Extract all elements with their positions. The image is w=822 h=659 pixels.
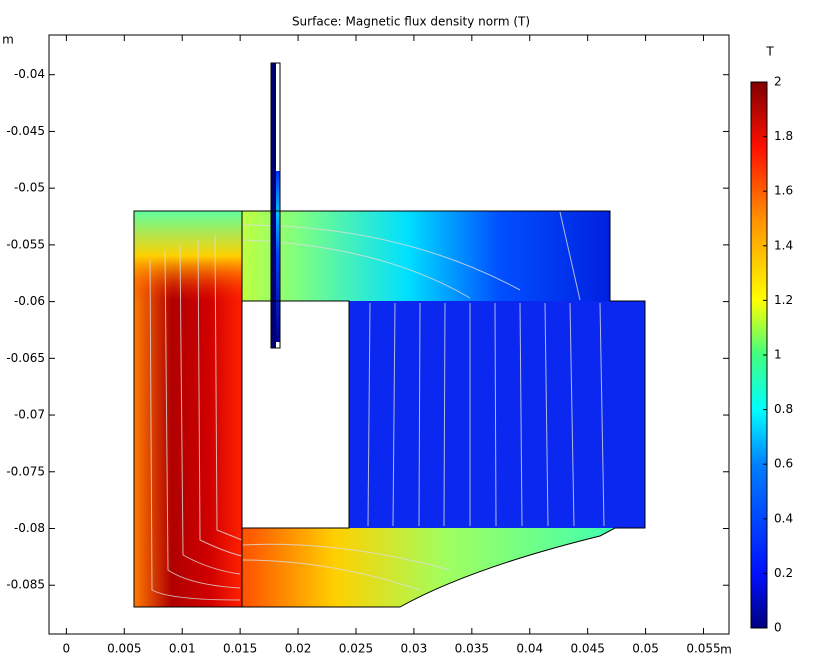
x-unit: m xyxy=(720,643,732,657)
top-arm xyxy=(242,211,610,301)
colorbar-tick-label: 0.6 xyxy=(774,457,793,471)
colorbar-tick-label: 0.2 xyxy=(774,566,793,580)
x-tick-label: 0.055 xyxy=(686,642,720,656)
outlines xyxy=(133,62,646,608)
y-tick-label: -0.08 xyxy=(14,521,45,535)
x-tick-label: 0.035 xyxy=(455,642,489,656)
x-tick-label: 0.04 xyxy=(516,642,543,656)
y-tick-label: -0.05 xyxy=(14,181,45,195)
colorbar-tick-label: 0.4 xyxy=(774,511,793,525)
y-tick-label: -0.065 xyxy=(6,351,45,365)
y-tick-label: -0.06 xyxy=(14,294,45,308)
x-tick-label: 0.025 xyxy=(339,642,373,656)
y-tick-label: -0.075 xyxy=(6,464,45,478)
plot-frame xyxy=(48,34,730,635)
colorbar-tick-label: 1 xyxy=(774,348,782,362)
x-tick-label: 0.03 xyxy=(401,642,428,656)
chart-title: Surface: Magnetic flux density norm (T) xyxy=(292,15,530,29)
x-tick-label: 0.05 xyxy=(632,642,659,656)
x-tick-label: 0.01 xyxy=(169,642,196,656)
colorbar-tick-label: 0.8 xyxy=(774,402,793,416)
x-tick-label: 0.02 xyxy=(285,642,312,656)
x-tick-label: 0.005 xyxy=(107,642,141,656)
colorbar-tick-label: 2 xyxy=(774,75,782,89)
y-tick-label: -0.055 xyxy=(6,237,45,251)
x-tick-label: 0.045 xyxy=(570,642,604,656)
y-unit: m xyxy=(2,33,14,47)
colorbar-tick-label: 1.8 xyxy=(774,129,793,143)
colorbar-tick-label: 1.2 xyxy=(774,293,793,307)
y-tick-label: -0.045 xyxy=(6,124,45,138)
right-block xyxy=(349,301,645,528)
field-plot xyxy=(133,62,646,608)
contours xyxy=(149,211,605,601)
thin-bar-side xyxy=(276,171,280,342)
air-gap xyxy=(242,301,349,528)
y-tick-label: -0.07 xyxy=(14,408,45,422)
x-tick-label: 0.015 xyxy=(223,642,257,656)
colorbar-tick-label: 1.6 xyxy=(774,184,793,198)
x-tick-label: 0 xyxy=(63,642,71,656)
y-tick-label: -0.04 xyxy=(14,67,45,81)
bottom-arm xyxy=(242,528,615,607)
colorbar-label: T xyxy=(765,45,774,59)
colorbar-tick-label: 0 xyxy=(774,621,782,635)
thin-bar xyxy=(271,63,276,348)
top-corner xyxy=(134,211,242,301)
y-tick-label: -0.085 xyxy=(6,578,45,592)
colorbar-tick-label: 1.4 xyxy=(774,238,793,252)
